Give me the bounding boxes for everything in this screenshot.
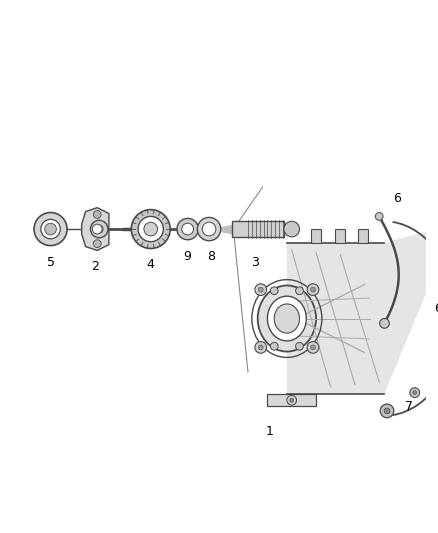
Circle shape (307, 284, 319, 295)
Circle shape (138, 216, 163, 241)
Circle shape (90, 220, 108, 238)
Circle shape (92, 224, 102, 234)
Circle shape (41, 220, 60, 239)
Circle shape (296, 342, 304, 350)
Circle shape (432, 357, 438, 366)
Circle shape (435, 274, 438, 278)
Circle shape (258, 287, 263, 292)
Polygon shape (268, 394, 316, 406)
Circle shape (270, 342, 278, 350)
Polygon shape (81, 208, 109, 251)
Circle shape (375, 213, 383, 220)
Text: 9: 9 (184, 251, 191, 263)
Circle shape (182, 223, 194, 235)
Bar (311, 229, 321, 243)
Bar (233, 221, 284, 237)
Circle shape (284, 221, 300, 237)
Circle shape (258, 345, 263, 350)
Circle shape (270, 287, 278, 295)
Ellipse shape (268, 296, 306, 341)
Circle shape (413, 391, 417, 394)
Circle shape (93, 240, 101, 247)
Bar (358, 229, 367, 243)
Circle shape (45, 223, 57, 235)
Ellipse shape (274, 304, 300, 333)
Circle shape (131, 209, 170, 248)
Circle shape (177, 219, 198, 240)
Polygon shape (287, 224, 438, 394)
Circle shape (287, 395, 297, 405)
Circle shape (296, 287, 304, 295)
Text: 6: 6 (393, 192, 401, 205)
Text: 8: 8 (207, 251, 215, 263)
Circle shape (380, 404, 394, 418)
Circle shape (311, 345, 315, 350)
Circle shape (432, 271, 438, 280)
Text: 5: 5 (46, 256, 55, 269)
Circle shape (93, 211, 101, 219)
Circle shape (255, 284, 267, 295)
Circle shape (384, 408, 390, 414)
Circle shape (198, 217, 221, 241)
Text: 4: 4 (147, 258, 155, 271)
Circle shape (290, 398, 293, 402)
Text: 6: 6 (434, 302, 438, 316)
Circle shape (34, 213, 67, 246)
Text: 7: 7 (405, 400, 413, 413)
Ellipse shape (258, 286, 316, 352)
Circle shape (435, 359, 438, 364)
Text: 1: 1 (265, 425, 273, 439)
Bar (336, 229, 345, 243)
Text: 3: 3 (251, 256, 259, 269)
Circle shape (380, 319, 389, 328)
Circle shape (255, 342, 267, 353)
Circle shape (311, 287, 315, 292)
Text: 2: 2 (92, 260, 99, 273)
Circle shape (144, 222, 158, 236)
Circle shape (202, 222, 216, 236)
Circle shape (307, 342, 319, 353)
Circle shape (410, 388, 420, 398)
Circle shape (95, 225, 103, 233)
